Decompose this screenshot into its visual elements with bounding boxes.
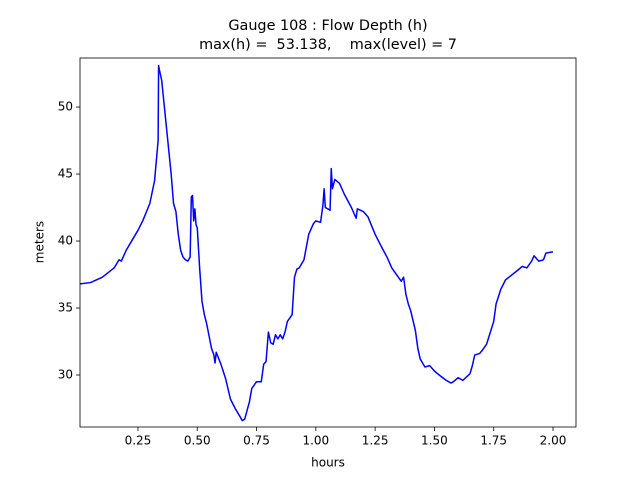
y-tick-label: 50 xyxy=(58,100,73,114)
x-tick-label: 1.00 xyxy=(302,434,329,448)
x-tick-label: 0.75 xyxy=(243,434,270,448)
y-tick-label: 40 xyxy=(58,234,73,248)
y-tick-label: 35 xyxy=(58,301,73,315)
x-tick-label: 0.50 xyxy=(184,434,211,448)
y-tick-label: 45 xyxy=(58,167,73,181)
x-tick-label: 0.25 xyxy=(125,434,152,448)
chart-title: Gauge 108 : Flow Depth (h) xyxy=(228,18,427,34)
plot-frame xyxy=(79,57,577,428)
chart-subtitle: max(h) = 53.138, max(level) = 7 xyxy=(199,37,457,53)
x-tick-label: 1.75 xyxy=(480,434,507,448)
y-axis-label: meters xyxy=(33,221,47,263)
x-tick-label: 1.25 xyxy=(362,434,389,448)
x-tick-label: 2.00 xyxy=(540,434,567,448)
y-tick-label: 30 xyxy=(58,368,73,382)
x-axis-label: hours xyxy=(311,456,345,470)
data-line xyxy=(80,64,554,422)
x-tick-label: 1.50 xyxy=(421,434,448,448)
